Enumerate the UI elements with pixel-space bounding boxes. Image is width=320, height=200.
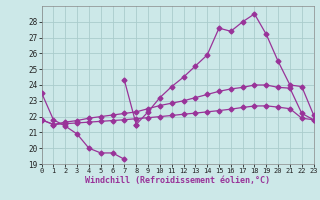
X-axis label: Windchill (Refroidissement éolien,°C): Windchill (Refroidissement éolien,°C) xyxy=(85,176,270,185)
